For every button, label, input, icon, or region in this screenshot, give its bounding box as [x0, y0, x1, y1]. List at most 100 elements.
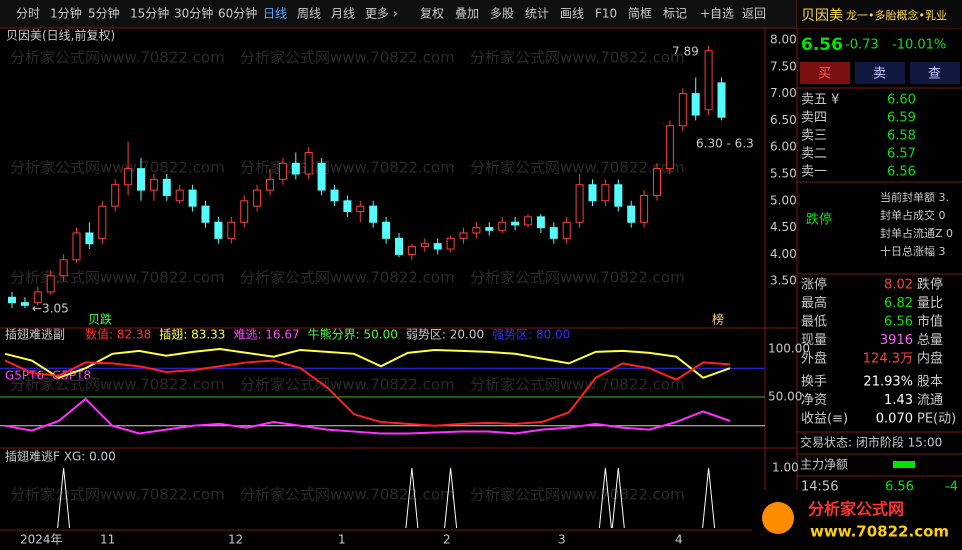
candle-body [691, 93, 700, 116]
candle-body [343, 200, 352, 213]
candle-body [356, 205, 365, 213]
toolbar-button[interactable]: 日线 [263, 7, 287, 21]
toolbar-button[interactable]: 画线 [560, 7, 584, 21]
y-tick-label: 3.50 [770, 274, 797, 288]
stat-value: 0.070 [876, 412, 913, 427]
toolbar-button[interactable]: 多股 [490, 7, 514, 21]
candle-body [111, 184, 120, 207]
low-label: ←3.05 [32, 302, 69, 316]
y-tick-label: 50.00 [768, 390, 802, 404]
indicator-name: 插翅难逃副 [5, 327, 65, 342]
ask-price: 6.59 [887, 111, 916, 126]
toolbar-button[interactable]: 标记 [663, 7, 687, 21]
candle-body [588, 184, 597, 202]
candle-body [85, 232, 94, 245]
candle-body [678, 93, 687, 127]
signal-spike [598, 467, 612, 529]
ask-label: 卖四 [801, 111, 827, 126]
stat-value: 3916 [880, 333, 913, 348]
toolbar-button[interactable]: 15分钟 [130, 6, 169, 21]
indicator-value: 插翅: 83.33 [159, 327, 225, 342]
candle-body [266, 178, 274, 191]
trade-button-label[interactable]: 买 [818, 67, 831, 82]
y-tick-label: 5.50 [770, 167, 797, 181]
signal-spike [57, 467, 71, 529]
stat-label: 股本 [917, 375, 943, 390]
toolbar-button[interactable]: 分时 [16, 7, 40, 21]
toolbar-button[interactable]: 月线 [331, 7, 355, 21]
indicator-value: 难逃: 16.67 [233, 328, 299, 342]
stat-value: 8.02 [884, 278, 913, 293]
candle-body [304, 152, 313, 175]
logo-icon [762, 502, 794, 534]
stat-label: 外盘 [801, 351, 827, 367]
indicator-value: 强势区: 80.00 [492, 328, 570, 342]
candle-body [459, 232, 468, 239]
candle-body [137, 168, 145, 191]
date-label: 11 [100, 533, 115, 547]
watermark: 分析家公式网www.70822.com [240, 376, 455, 394]
price: 6.56 [801, 35, 843, 55]
watermark: 分析家公式网www.70822.com [470, 49, 685, 67]
ask-price: 6.58 [887, 129, 916, 144]
trade-button-label[interactable]: 查 [928, 67, 941, 82]
trade-button[interactable] [910, 62, 960, 84]
watermark: 分析家公式网www.70822.com [240, 269, 455, 287]
candle-body [317, 162, 326, 191]
indicator-line [4, 359, 731, 427]
trade-button[interactable] [800, 62, 850, 84]
seal-item: 十日总涨幅 3 [880, 244, 946, 258]
toolbar-button[interactable]: 5分钟 [88, 6, 120, 21]
signal-spike [702, 467, 716, 529]
indicator-line [4, 347, 731, 379]
candle-body [524, 216, 532, 226]
candle-body [162, 178, 171, 196]
stat-label: 净资 [801, 393, 827, 408]
y-tick-label: 6.00 [770, 140, 797, 154]
watermark: 分析家公式网www.70822.com [10, 376, 225, 394]
date-label: 1 [338, 533, 346, 547]
indicator-line [4, 397, 731, 435]
y-tick-label: 5.00 [770, 193, 797, 207]
change-pct: -10.01% [892, 38, 946, 53]
candle-body [433, 243, 442, 250]
candle-body [704, 50, 713, 111]
stat-label: 流通 [917, 393, 943, 408]
toolbar-button[interactable]: F10 [595, 7, 617, 21]
candle-body [382, 221, 391, 239]
toolbar-button[interactable]: 1分钟 [50, 6, 82, 21]
toolbar-button[interactable]: 周线 [297, 7, 321, 21]
stat-value: 6.82 [884, 296, 913, 311]
candle-body [201, 205, 210, 223]
range-label: 6.30 - 6.3 [696, 137, 754, 151]
toolbar-button[interactable]: 简框 [628, 7, 652, 21]
toolbar-button[interactable]: 60分钟 [218, 6, 257, 21]
toolbar-button[interactable]: 30分钟 [174, 6, 213, 21]
signal-spike [405, 467, 419, 529]
limit-status: 跌停 [806, 212, 832, 228]
trade-button-label[interactable]: 卖 [873, 67, 886, 82]
candle-body [227, 221, 236, 239]
candle-body [240, 200, 249, 223]
signal-label: 贝跌 [88, 312, 112, 327]
indicator-value: 数值: 82.38 [85, 327, 151, 342]
stat-value: 1.43 [884, 393, 913, 408]
tick-row: 6.56 [885, 480, 914, 495]
seal-item: 封单占成交 0 [880, 208, 946, 222]
toolbar-button[interactable]: 更多 › [365, 7, 398, 21]
stat-label: 最高 [801, 295, 827, 311]
tag-label: 榜 [712, 312, 724, 327]
candle-body [665, 125, 674, 170]
signal-spike [444, 467, 458, 529]
trade-button[interactable] [855, 62, 905, 84]
watermark: 分析家公式网www.70822.com [10, 486, 225, 504]
toolbar-button[interactable]: 返回 [742, 7, 766, 21]
candle-body [291, 162, 300, 175]
logo-text: 分析家公式网 [808, 500, 904, 519]
candle-body [420, 243, 429, 247]
toolbar-button[interactable]: 复权 [420, 7, 444, 21]
toolbar-button[interactable]: 统计 [525, 7, 549, 21]
stat-value: 21.93% [863, 375, 913, 390]
toolbar-button[interactable]: +自选 [700, 7, 734, 21]
toolbar-button[interactable]: 叠加 [455, 7, 479, 21]
